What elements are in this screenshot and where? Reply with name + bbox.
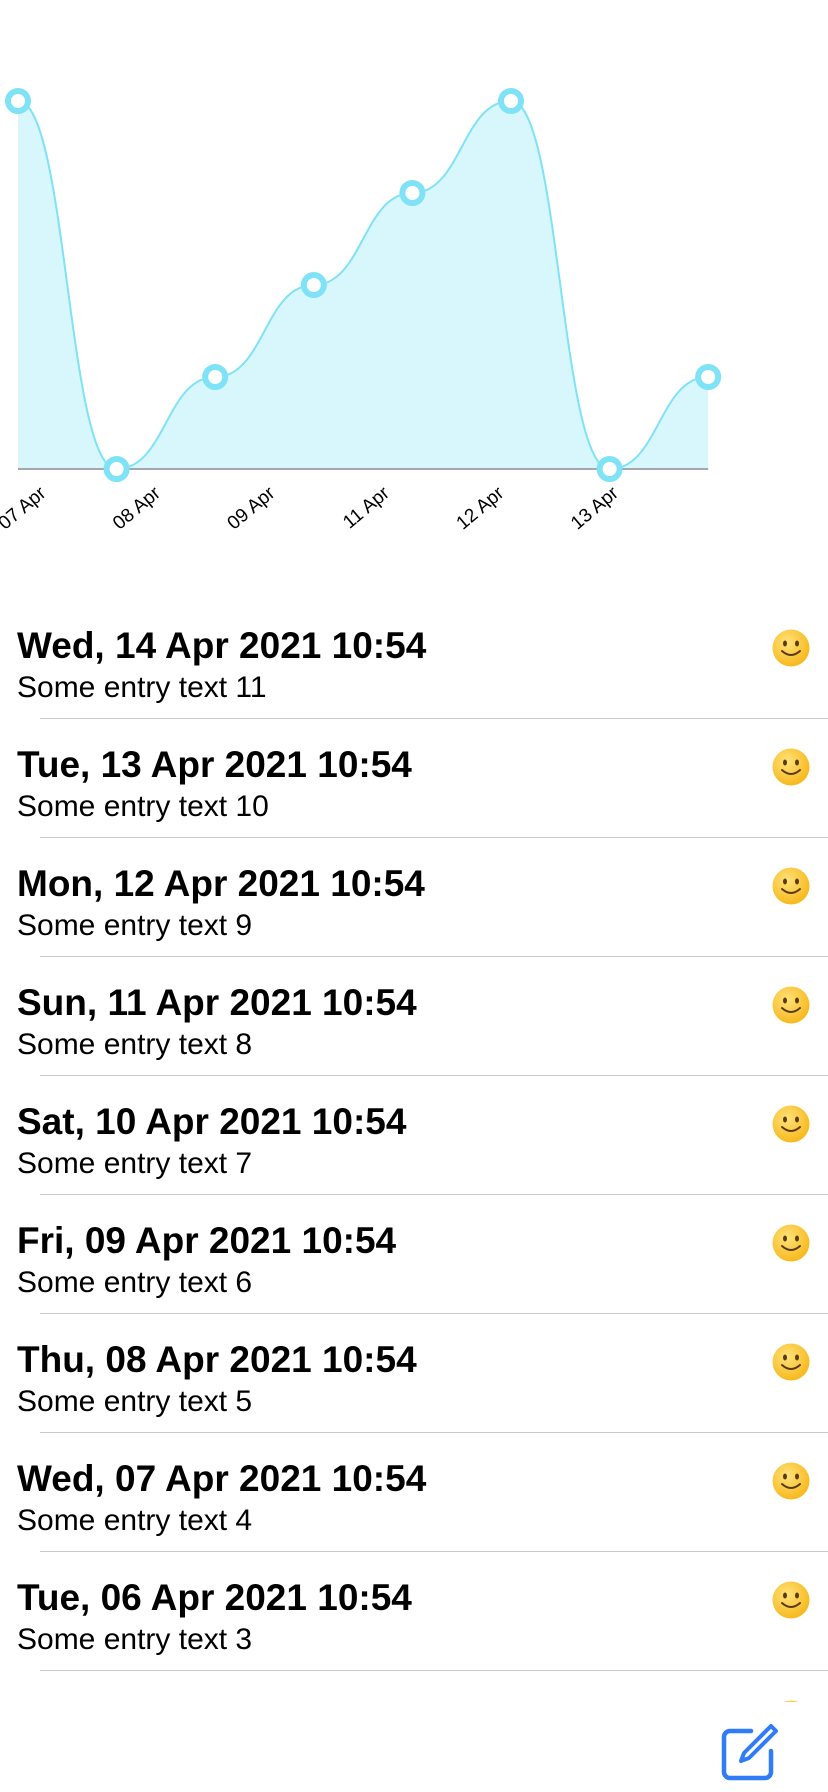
chart-markers — [5, 88, 722, 482]
entry-row[interactable]: Mon, 05 Apr 2021 10:54 — [0, 1671, 828, 1702]
entry-text: Some entry text 7 — [17, 1147, 253, 1180]
entry-text: Some entry text 5 — [17, 1385, 253, 1418]
smiley-face-icon — [771, 1342, 811, 1382]
smiley-face-icon — [771, 985, 811, 1025]
mood-area-chart: 07 Apr 08 Apr 09 Apr 11 Apr 12 Apr 13 Apr — [0, 88, 722, 534]
chart-data-point — [498, 88, 524, 114]
entry-row[interactable]: Tue, 06 Apr 2021 10:54 Some entry text 3 — [0, 1552, 828, 1671]
entry-row[interactable]: Mon, 12 Apr 2021 10:54 Some entry text 9 — [0, 838, 828, 957]
entry-date: Thu, 08 Apr 2021 10:54 — [17, 1339, 417, 1380]
entry-text: Some entry text 3 — [17, 1623, 253, 1656]
entry-row[interactable]: Wed, 07 Apr 2021 10:54 Some entry text 4 — [0, 1433, 828, 1552]
entry-text: Some entry text 9 — [17, 909, 253, 942]
chart-data-point — [399, 180, 426, 206]
entry-text: Some entry text 6 — [17, 1266, 253, 1299]
chart-x-tick-label: 07 Apr — [0, 482, 51, 534]
entry-row[interactable]: Wed, 14 Apr 2021 10:54 Some entry text 11 — [0, 600, 828, 719]
entry-date: Sun, 11 Apr 2021 10:54 — [17, 982, 417, 1023]
entry-date: Wed, 07 Apr 2021 10:54 — [17, 1458, 427, 1499]
entry-list[interactable]: Wed, 14 Apr 2021 10:54 Some entry text 11… — [0, 600, 828, 1702]
smiley-face-icon — [771, 1223, 811, 1263]
entry-row[interactable]: Sun, 11 Apr 2021 10:54 Some entry text 8 — [0, 957, 828, 1076]
chart-x-tick-label: 09 Apr — [224, 482, 280, 534]
chart-data-point — [596, 456, 623, 482]
entry-row[interactable]: Tue, 13 Apr 2021 10:54 Some entry text 10 — [0, 719, 828, 838]
entry-text: Some entry text 8 — [17, 1028, 253, 1061]
entry-text: Some entry text 4 — [17, 1504, 253, 1537]
smiley-face-icon — [771, 1580, 811, 1620]
chart-area-fill — [18, 101, 709, 469]
chart-x-tick-label: 11 Apr — [339, 482, 394, 533]
smiley-face-icon — [771, 628, 811, 668]
smiley-face-icon — [771, 1104, 811, 1144]
entry-date: Sat, 10 Apr 2021 10:54 — [17, 1101, 407, 1142]
entry-date: Mon, 05 Apr 2021 10:54 — [17, 1695, 425, 1702]
mood-chart: 07 Apr 08 Apr 09 Apr 11 Apr 12 Apr 13 Apr — [0, 0, 828, 610]
entry-date: Mon, 12 Apr 2021 10:54 — [17, 863, 425, 904]
smiley-face-icon — [771, 1699, 811, 1702]
entry-row[interactable]: Fri, 09 Apr 2021 10:54 Some entry text 6 — [0, 1195, 828, 1314]
chart-data-point — [695, 364, 722, 390]
smiley-face-icon — [771, 1461, 811, 1501]
smiley-face-icon — [771, 747, 811, 787]
entry-row[interactable]: Sat, 10 Apr 2021 10:54 Some entry text 7 — [0, 1076, 828, 1195]
entry-date: Tue, 06 Apr 2021 10:54 — [17, 1577, 412, 1618]
compose-button[interactable] — [718, 1722, 780, 1784]
entry-row[interactable]: Thu, 08 Apr 2021 10:54 Some entry text 5 — [0, 1314, 828, 1433]
entry-text: Some entry text 10 — [17, 790, 269, 823]
entry-date: Fri, 09 Apr 2021 10:54 — [17, 1220, 397, 1261]
chart-data-point — [5, 88, 31, 114]
chart-data-point — [300, 272, 327, 298]
chart-x-tick-label: 12 Apr — [453, 482, 509, 534]
chart-data-point — [103, 456, 130, 482]
chart-x-tick-label: 08 Apr — [109, 482, 165, 534]
chart-data-point — [202, 364, 229, 390]
chart-x-ticks: 07 Apr 08 Apr 09 Apr 11 Apr 12 Apr 13 Apr — [0, 482, 623, 534]
entry-date: Wed, 14 Apr 2021 10:54 — [17, 625, 427, 666]
compose-icon — [721, 1724, 778, 1781]
smiley-face-icon — [771, 866, 811, 906]
entry-date: Tue, 13 Apr 2021 10:54 — [17, 744, 412, 785]
chart-x-tick-label: 13 Apr — [567, 482, 623, 534]
entry-text: Some entry text 11 — [17, 671, 267, 704]
